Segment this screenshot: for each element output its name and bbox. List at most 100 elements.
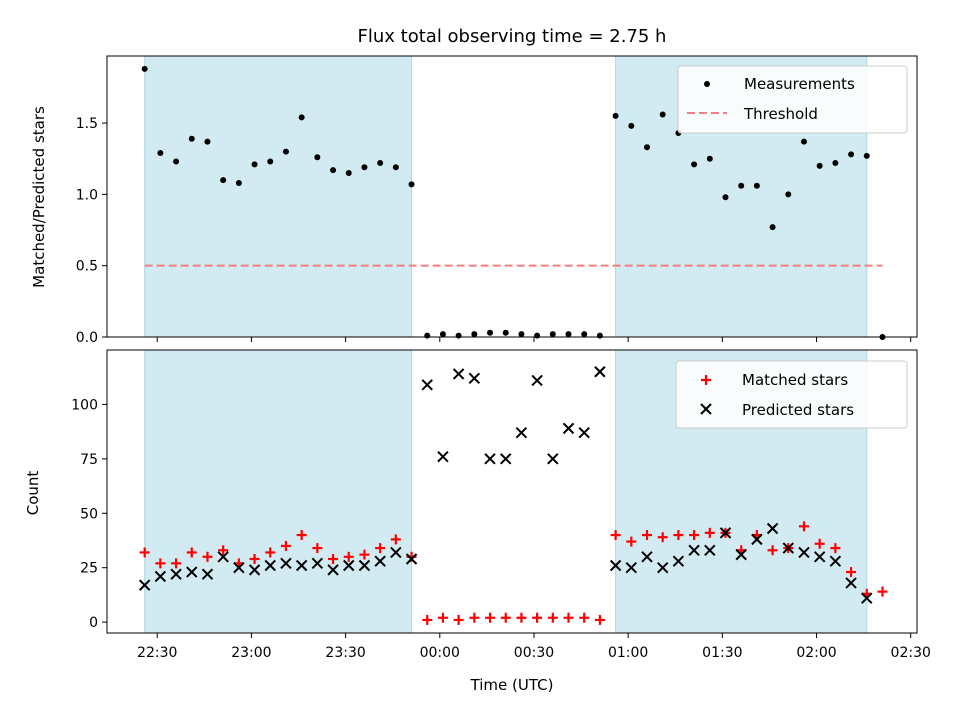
matched-star-point (296, 530, 307, 541)
measurement-point (298, 114, 305, 121)
matched-star-point (500, 612, 511, 623)
y-tick-label: 25 (80, 561, 98, 577)
measurement-point (377, 159, 384, 166)
predicted-star-point (154, 570, 167, 583)
x-axis-label: Time (UTC) (470, 676, 554, 694)
x-tick-label: 02:30 (891, 645, 931, 661)
measurement-point (659, 111, 666, 118)
bottom-y-axis-label: Count (24, 471, 42, 516)
predicted-star-point (343, 559, 355, 572)
predicted-star-point (295, 559, 308, 572)
x-tick-label: 01:30 (702, 645, 742, 661)
measurement-point (439, 331, 446, 338)
measurement-point (487, 329, 494, 336)
measurement-point (596, 332, 603, 339)
matched-star-point (139, 547, 150, 558)
predicted-star-point (437, 450, 449, 463)
top-y-axis-label: Matched/Predicted stars (30, 106, 48, 288)
legend-predicted-label: Predicted stars (742, 401, 854, 419)
measurement-point (769, 224, 776, 231)
matched-star-point (390, 534, 401, 545)
matched-star-point (280, 540, 291, 551)
matched-star-point (689, 530, 700, 541)
matched-star-point (798, 521, 809, 532)
measurement-point (502, 329, 509, 336)
predicted-star-point (704, 544, 716, 556)
predicted-star-point (782, 542, 794, 554)
predicted-star-point (751, 533, 763, 546)
legend-predicted-marker (700, 403, 712, 415)
measurement-point (738, 182, 745, 189)
y-tick-label: 0.0 (76, 330, 98, 346)
predicted-star-point (813, 551, 826, 563)
predicted-star-point (656, 561, 669, 574)
observing-window-1 (144, 349, 413, 634)
legend-matched-marker (701, 375, 711, 385)
measurement-point (628, 122, 635, 129)
bottom-legend: Matched stars Predicted stars (675, 360, 908, 429)
legend-threshold-label: Threshold (743, 105, 818, 123)
measurement-point (173, 158, 180, 165)
predicted-star-point (562, 422, 575, 435)
measurement-point (863, 152, 870, 159)
matched-star-point (375, 543, 386, 554)
measurement-point (785, 191, 792, 198)
measurement-point (549, 331, 556, 338)
legend-box (675, 360, 908, 429)
matched-star-point (877, 586, 888, 597)
predicted-star-point (798, 546, 810, 559)
matched-star-point (846, 567, 857, 578)
matched-star-point (186, 547, 197, 558)
matched-star-point (814, 538, 825, 549)
predicted-star-point (515, 427, 528, 439)
matched-star-point (359, 549, 370, 560)
matched-star-point (265, 547, 276, 558)
matched-star-point (579, 612, 590, 623)
measurement-point (220, 177, 227, 184)
predicted-star-point (390, 546, 402, 559)
measurement-point (706, 155, 713, 162)
measurement-point (455, 332, 462, 339)
axes-frame (106, 349, 918, 634)
x-tick-label: 23:30 (325, 645, 365, 661)
measurement-point (361, 164, 368, 171)
matched-star-point (453, 614, 464, 625)
predicted-star-point (233, 561, 245, 574)
predicted-star-point (311, 557, 324, 570)
observing-window-1 (144, 55, 413, 338)
predicted-star-point (358, 559, 371, 572)
measurement-point (408, 181, 415, 188)
legend-measurements-marker (704, 81, 710, 87)
predicted-star-point (248, 564, 261, 576)
y-tick-label: 50 (80, 506, 98, 522)
matched-star-point (657, 532, 668, 543)
x-tick-label: 01:00 (608, 645, 648, 661)
matched-star-point (485, 612, 496, 623)
x-tick-label: 00:00 (420, 645, 460, 661)
legend-box (677, 65, 908, 134)
matched-star-point (594, 614, 605, 625)
legend-matched-label: Matched stars (742, 371, 848, 389)
measurement-point (816, 162, 823, 169)
matched-star-point (610, 530, 621, 541)
chart-title: Flux total observing time = 2.75 h (358, 26, 667, 47)
matched-star-point (328, 553, 339, 564)
predicted-star-point (484, 453, 496, 465)
measurement-point (424, 332, 431, 339)
axes-frame (106, 55, 918, 338)
measurement-point (800, 138, 807, 145)
predicted-star-point (138, 579, 151, 591)
matched-star-point (218, 545, 229, 556)
measurement-point (282, 148, 289, 155)
measurement-point (722, 194, 729, 201)
predicted-star-point (672, 555, 685, 567)
predicted-star-point (766, 522, 779, 535)
measurement-point (565, 331, 572, 338)
predicted-star-point (170, 568, 182, 580)
measurement-point (267, 158, 274, 165)
y-tick-label: 1.5 (76, 116, 98, 132)
y-tick-label: 75 (80, 452, 98, 468)
measurement-point (314, 154, 321, 161)
measurement-point (345, 169, 352, 176)
measurement-point (157, 149, 164, 156)
